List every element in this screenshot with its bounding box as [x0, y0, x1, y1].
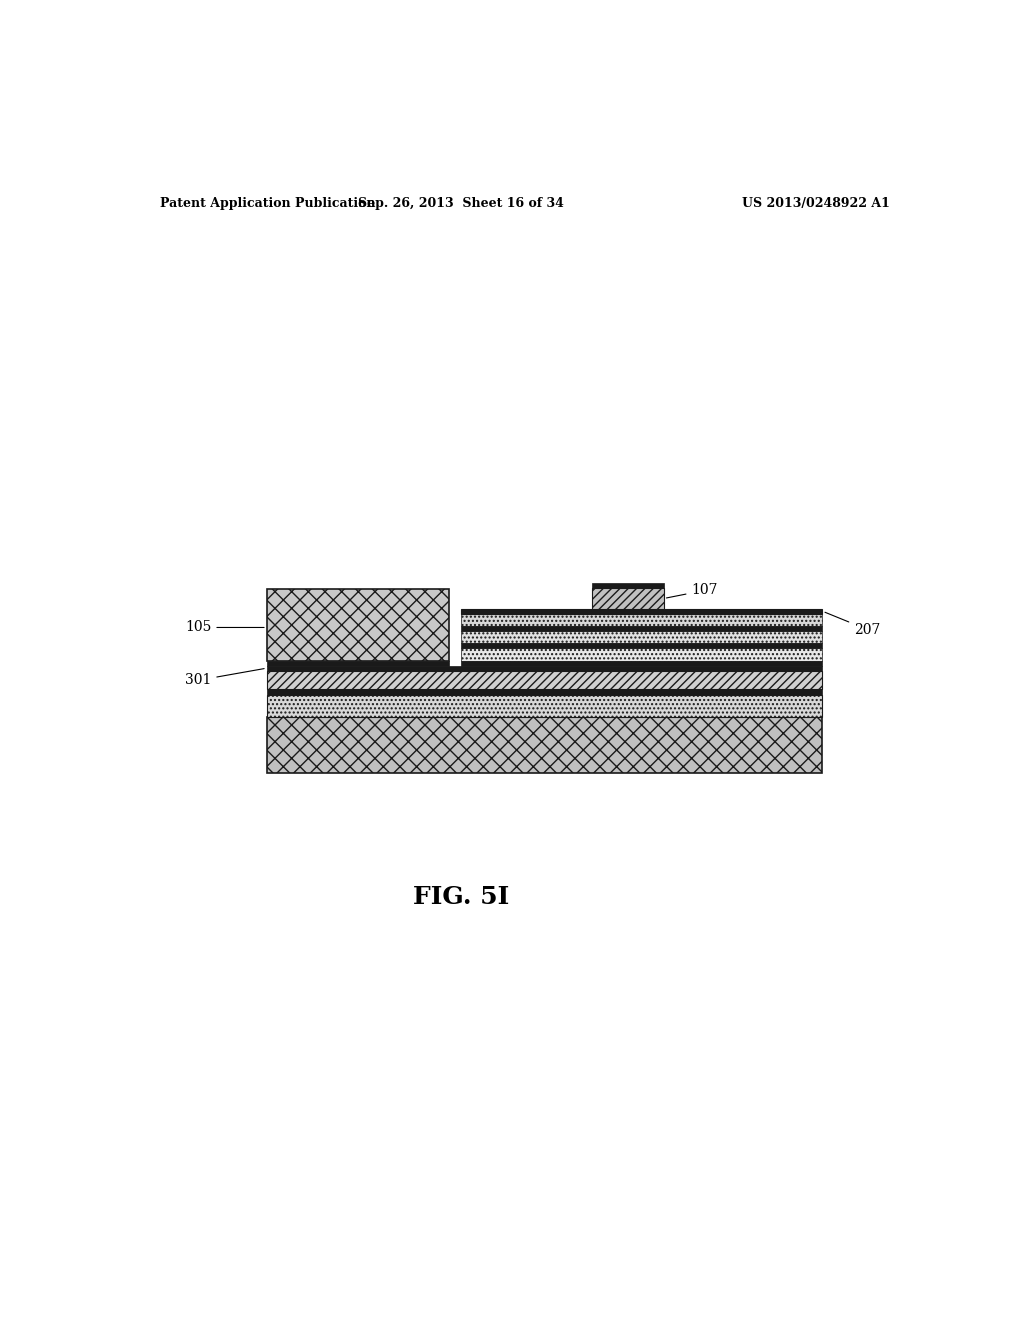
Bar: [267, 665, 822, 671]
Text: Patent Application Publication: Patent Application Publication: [160, 197, 375, 210]
Bar: [592, 589, 664, 609]
Text: 105: 105: [185, 620, 264, 635]
Bar: [461, 648, 822, 660]
Bar: [461, 643, 822, 648]
Bar: [461, 614, 822, 626]
Bar: [461, 631, 822, 643]
Bar: [461, 626, 822, 631]
Bar: [267, 671, 822, 689]
Text: 207: 207: [825, 612, 881, 636]
Text: FIG. 5I: FIG. 5I: [414, 886, 509, 909]
Text: Sep. 26, 2013  Sheet 16 of 34: Sep. 26, 2013 Sheet 16 of 34: [358, 197, 564, 210]
Bar: [461, 609, 822, 614]
Bar: [267, 696, 822, 718]
Bar: [267, 718, 822, 774]
Bar: [592, 583, 664, 589]
Bar: [267, 689, 822, 696]
Text: 301: 301: [185, 669, 264, 688]
Bar: [461, 660, 822, 665]
Text: US 2013/0248922 A1: US 2013/0248922 A1: [742, 197, 890, 210]
Bar: [267, 589, 450, 660]
Text: 107: 107: [667, 583, 718, 598]
Bar: [267, 660, 450, 665]
